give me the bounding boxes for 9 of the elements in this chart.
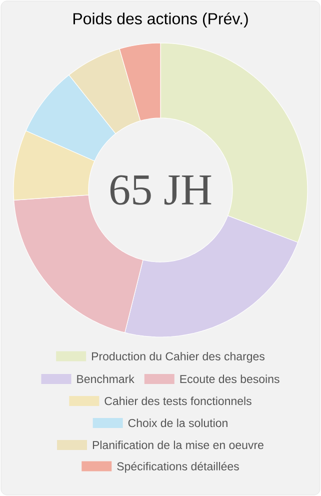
legend-label: Planification de la mise en oeuvre xyxy=(92,440,264,450)
legend-label: Cahier des tests fonctionnels xyxy=(104,396,252,406)
legend-label: Production du Cahier des charges xyxy=(92,352,264,363)
text: 65 JH xyxy=(110,175,212,205)
legend-label: Choix de la solution xyxy=(128,418,228,428)
chart-title: Poids des actions (Prév.) xyxy=(73,12,248,28)
legend-label: Spécifications détaillées xyxy=(117,462,239,473)
legend-label: Ecoute des besoins xyxy=(180,374,280,384)
legend-label: Benchmark xyxy=(77,374,134,384)
